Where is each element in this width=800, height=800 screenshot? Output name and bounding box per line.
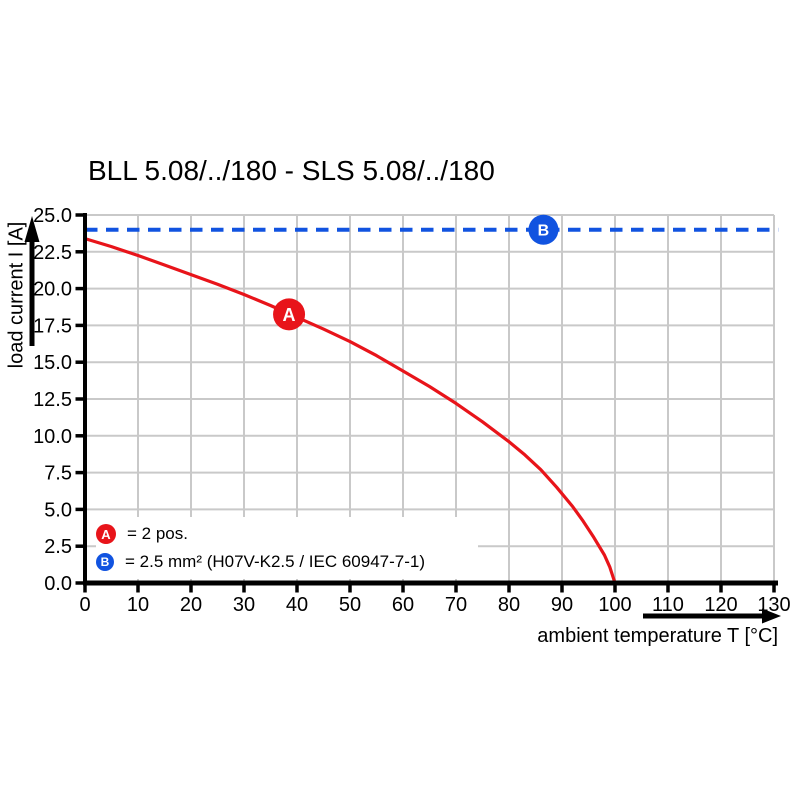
legend-marker-b-icon: B [96,552,114,571]
x-tick-label: 10 [127,594,149,616]
x-axis-title: ambient temperature T [°C] [537,625,778,647]
curve-marker-a-label: A [283,305,296,325]
y-tick-label: 0.0 [44,573,72,595]
x-tick-label: 100 [598,594,631,616]
legend-item-b: B = 2.5 mm² (H07V-K2.5 / IEC 60947-7-1) [96,552,478,572]
chart-title: BLL 5.08/../180 - SLS 5.08/../180 [88,155,495,186]
curve-marker-b-icon [528,214,559,245]
y-tick-label: 17.5 [33,315,72,337]
y-tick-label: 10.0 [33,426,72,448]
x-tick-label: 70 [445,594,467,616]
y-axis-arrow [24,216,40,346]
y-axis-title: load current I [A] [5,221,28,369]
y-tick-label: 20.0 [33,279,72,301]
x-tick-label: 50 [339,594,361,616]
x-tick-label: 80 [498,594,520,616]
legend: A = 2 pos. B = 2.5 mm² (H07V-K2.5 / IEC … [96,517,478,579]
legend-item-a: A = 2 pos. [96,524,478,545]
y-tick-label: 12.5 [33,389,72,411]
curve-marker-b-label: B [538,222,550,239]
series-curve-a [84,237,617,584]
curve-marker-a-icon [273,298,306,331]
x-tick-label: 40 [286,594,308,616]
x-axis-arrow [643,608,781,624]
x-tick-label: 120 [704,594,737,616]
y-tick-label: 2.5 [44,536,72,558]
marker-layer: AB [273,214,559,331]
x-tick-label: 90 [551,594,573,616]
x-tick-label: 20 [180,594,202,616]
y-tick-label: 15.0 [33,352,72,374]
legend-marker-a-icon: A [96,524,116,545]
y-tick-label: 22.5 [33,242,72,264]
ticks-layer: 0 10 20 30 40 50 60 70 80 90 100 110 120 1300.02.55.0… [33,205,791,616]
x-tick-label: 60 [392,594,414,616]
x-tick-label: 0 [79,594,90,616]
series-layer [84,227,779,584]
legend-label-b: = 2.5 mm² (H07V-K2.5 / IEC 60947-7-1) [125,551,425,571]
y-tick-label: 25.0 [33,205,72,227]
x-tick-label: 30 [233,594,255,616]
y-tick-label: 5.0 [44,499,72,521]
x-tick-label: 110 [652,594,684,616]
legend-label-a: = 2 pos. [127,524,188,544]
y-tick-label: 7.5 [44,463,72,485]
